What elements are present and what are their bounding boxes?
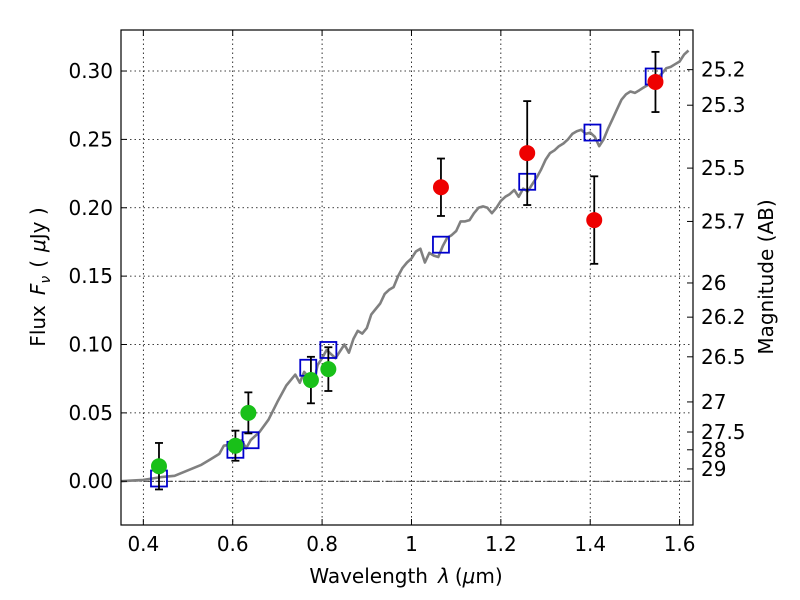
mag-tick-label: 25.7 [701,209,746,233]
y-tick-label: 0.30 [68,59,113,83]
y-ticks: 0.00 0.05 0.10 0.15 0.20 0.25 0.30 [68,59,127,493]
green-photometry-point [302,372,319,389]
x-axis-label: Wavelength λ (μm) [309,564,502,588]
mag-tick-label: 25.5 [701,156,746,180]
green-photometry-point [240,404,257,421]
plot-frame [120,29,694,526]
mag-tick-label: 26 [701,271,726,295]
x-tick-label: 1.6 [664,532,696,556]
model-line [121,49,690,483]
mag-tick-label: 25.2 [701,58,746,82]
y-tick-label: 0.15 [68,264,113,288]
mag-tick-label: 26.5 [701,345,746,369]
red-photometry-point [586,212,603,229]
grid [121,30,693,525]
model-square-marker [432,235,450,254]
y-tick-label: 0.25 [68,127,113,151]
mag-tick-label: 27 [701,390,726,414]
x-tick-label: 0.4 [127,532,159,556]
green-photometry-point [320,361,337,378]
mag-tick-label: 27.5 [701,420,746,444]
x-tick-label: 0.6 [217,532,249,556]
mag-tick-label: 26.2 [701,305,746,329]
green-photometry-point [227,437,244,454]
y2-axis-label: Magnitude (AB) [754,199,778,354]
x-tick-label: 1 [405,532,418,556]
mag-tick-label: 25.3 [701,93,746,117]
y-tick-label: 0.00 [68,469,113,493]
red-photometry-point [432,179,449,196]
red-photometry-point [519,145,536,162]
y-tick-label: 0.10 [68,333,113,357]
x-tick-label: 0.8 [306,532,338,556]
y-tick-label: 0.05 [68,401,113,425]
x-ticks: 0.4 0.6 0.8 1 1.2 1.4 1.6 [127,30,696,556]
model-square-marker [241,431,260,450]
model-square-marker [583,123,602,142]
mag-tick-label: 28 [701,438,726,462]
green-photometry-point [150,458,167,475]
x-tick-label: 1.4 [574,532,606,556]
y-tick-label: 0.20 [68,196,113,220]
data-points [150,50,664,491]
model-spectrum [121,49,690,483]
x-tick-label: 1.2 [485,532,517,556]
y-axis-label: FluxFν(μJy ) [26,207,54,346]
mag-tick-label: 29 [701,457,726,481]
red-photometry-point [647,73,664,90]
